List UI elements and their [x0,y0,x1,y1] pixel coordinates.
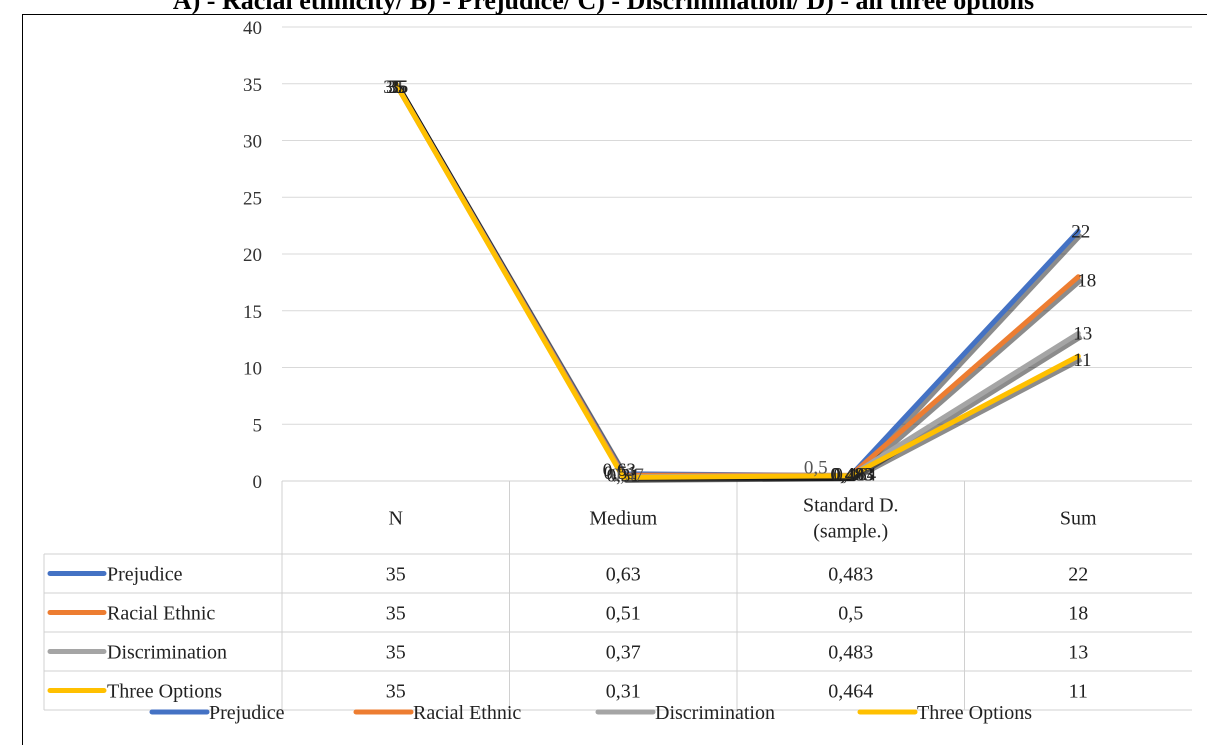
data-label: 0,483 [830,465,873,486]
data-label: 0,464 [833,465,876,486]
y-tick-label: 25 [243,188,262,209]
data-label: 35 [388,77,407,98]
legend: Prejudice Racial Ethnic Discrimination Thre… [149,702,1032,724]
data-label: 22 [1071,221,1090,242]
table-series-name: Racial Ethnic [107,603,215,625]
series-line-shadow [396,85,1084,482]
series-line-shadow [396,85,1083,483]
table-cell: 0,37 [606,642,641,664]
data-label: 0,31 [607,465,640,486]
data-label: 18 [1077,271,1096,292]
table-series-name: Prejudice [107,564,183,586]
data-table: N Medium Standard D. (sample.) Sum Prejudice 3… [43,480,1192,711]
data-label: 11 [1073,350,1091,371]
data-label: 0,51 [604,463,637,484]
table-cell: 0,51 [606,603,641,625]
table-cell: 0,483 [828,564,873,586]
y-tick-label: 35 [243,75,262,96]
data-label: 0,37 [611,465,644,486]
y-tick-label: 15 [243,302,262,323]
series-line-shadow [396,85,1083,483]
data-label: 35 [386,77,405,98]
table-cell: 11 [1069,681,1088,703]
data-label: 0,483 [831,465,874,486]
table-cell: 13 [1068,642,1088,664]
table-cell: 0,5 [838,603,863,625]
table-cell: 0,31 [606,681,641,703]
table-cell: 0,464 [828,681,873,703]
table-series-name: Discrimination [107,642,227,664]
table-header-cell: Medium [589,508,657,530]
data-label: 35 [389,77,408,98]
legend-label: Discrimination [655,702,775,724]
y-tick-label: 10 [243,359,262,380]
table-cell: 35 [386,564,406,586]
y-tick-label: 5 [253,415,263,436]
data-label: 0,5 [804,457,828,478]
table-cell: 35 [386,642,406,664]
table-header-cell: Standard D. [803,495,899,517]
y-tick-label: 0 [253,472,263,493]
y-tick-label: 30 [243,132,262,153]
table-cell: 0,483 [828,642,873,664]
table-header-cell: N [389,508,403,530]
table-header-cell: Sum [1060,508,1097,530]
legend-label: Prejudice [209,702,285,724]
series-lines [393,81,1084,483]
table-cell: 18 [1068,603,1088,625]
chart-title: A) - Racial ethnicity/ B) - Prejudice/ C… [172,0,1035,15]
table-cell: 35 [386,681,406,703]
table-series-name: Three Options [107,681,222,703]
data-label: 35 [383,77,402,98]
series-line [393,81,1081,480]
legend-label: Three Options [917,702,1032,724]
data-label: 13 [1073,323,1092,344]
table-cell: 0,63 [606,564,641,586]
chart-frame [22,14,1207,745]
table-cell: 35 [386,603,406,625]
series-line-shadow [396,85,1083,481]
y-tick-label: 20 [243,245,262,266]
legend-label: Racial Ethnic [413,702,521,724]
data-label: 0,63 [603,460,636,481]
series-line [393,81,1081,480]
table-header-cell: (sample.) [813,521,888,543]
y-tick-label: 40 [243,18,262,39]
y-axis-ticks: 0 5 10 15 20 25 30 35 40 [243,18,262,493]
table-cell: 22 [1068,564,1088,586]
